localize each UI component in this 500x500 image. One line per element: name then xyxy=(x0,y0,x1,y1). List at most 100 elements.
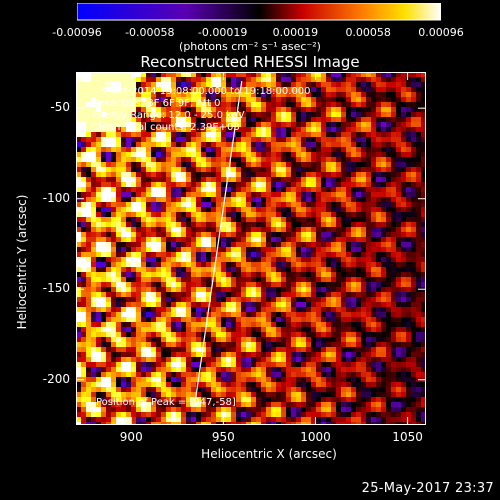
heatmap-cell xyxy=(86,332,91,337)
heatmap-cell xyxy=(166,382,171,387)
heatmap-cell xyxy=(281,112,286,117)
heatmap-cell xyxy=(261,172,266,177)
heatmap-cell xyxy=(236,137,241,142)
heatmap-cell xyxy=(296,187,301,192)
heatmap-cell xyxy=(211,252,216,257)
heatmap-cell xyxy=(111,142,116,147)
heatmap-cell xyxy=(406,382,411,387)
heatmap-cell xyxy=(161,117,166,122)
heatmap-cell xyxy=(76,92,81,97)
heatmap-cell xyxy=(356,242,361,247)
heatmap-cell xyxy=(86,407,91,412)
heatmap-cell xyxy=(311,357,316,362)
heatmap-cell xyxy=(321,87,326,92)
heatmap-cell xyxy=(351,132,356,137)
heatmap-cell xyxy=(121,212,126,217)
heatmap-cell xyxy=(341,307,346,312)
heatmap-cell xyxy=(156,102,161,107)
heatmap-cell xyxy=(156,122,161,127)
heatmap-cell xyxy=(161,107,166,112)
heatmap-cell xyxy=(156,362,161,367)
heatmap-cell xyxy=(121,337,126,342)
heatmap-cell xyxy=(321,137,326,142)
heatmap-cell xyxy=(216,177,221,182)
heatmap-cell xyxy=(421,367,426,372)
heatmap-cell xyxy=(136,312,141,317)
heatmap-cell xyxy=(171,152,176,157)
heatmap-cell xyxy=(231,207,236,212)
heatmap-cell xyxy=(196,237,201,242)
heatmap-cell xyxy=(356,247,361,252)
heatmap-cell xyxy=(286,422,291,425)
heatmap-cell xyxy=(361,127,366,132)
heatmap-cell xyxy=(266,207,271,212)
heatmap-cell xyxy=(336,277,341,282)
heatmap-cell xyxy=(266,287,271,292)
heatmap-cell xyxy=(121,372,126,377)
heatmap-cell xyxy=(246,362,251,367)
heatmap-cell xyxy=(306,112,311,117)
heatmap-cell xyxy=(341,172,346,177)
heatmap-cell xyxy=(121,182,126,187)
heatmap-cell xyxy=(116,417,121,422)
heatmap-cell xyxy=(306,117,311,122)
heatmap-cell xyxy=(91,112,96,117)
heatmap-cell xyxy=(116,347,121,352)
heatmap-cell xyxy=(246,307,251,312)
heatmap-cell xyxy=(281,157,286,162)
heatmap-cell xyxy=(156,387,161,392)
heatmap-cell xyxy=(286,252,291,257)
heatmap-cell xyxy=(81,422,86,425)
heatmap-cell xyxy=(81,147,86,152)
heatmap-cell xyxy=(291,292,296,297)
heatmap-cell xyxy=(246,372,251,377)
heatmap-cell xyxy=(401,357,406,362)
heatmap-cell xyxy=(276,352,281,357)
heatmap-cell xyxy=(151,177,156,182)
heatmap-cell xyxy=(76,177,81,182)
heatmap-cell xyxy=(166,222,171,227)
heatmap-cell xyxy=(321,192,326,197)
heatmap-cell xyxy=(141,292,146,297)
heatmap-cell xyxy=(266,407,271,412)
heatmap-cell xyxy=(141,197,146,202)
heatmap-cell xyxy=(126,172,131,177)
heatmap-cell xyxy=(276,312,281,317)
heatmap-cell xyxy=(101,302,106,307)
heatmap-cell xyxy=(246,262,251,267)
heatmap-cell xyxy=(86,167,91,172)
heatmap-cell xyxy=(246,82,251,87)
heatmap-cell xyxy=(406,322,411,327)
heatmap-cell xyxy=(246,162,251,167)
heatmap-cell xyxy=(336,177,341,182)
colorbar-tick-label: 0.00096 xyxy=(418,26,464,39)
heatmap-cell xyxy=(391,302,396,307)
heatmap-cell xyxy=(226,82,231,87)
heatmap-cell xyxy=(321,102,326,107)
heatmap-cell xyxy=(396,377,401,382)
heatmap-cell xyxy=(286,102,291,107)
heatmap-cell xyxy=(201,77,206,82)
heatmap-cell xyxy=(346,82,351,87)
heatmap-cell xyxy=(291,352,296,357)
heatmap-cell xyxy=(406,162,411,167)
heatmap-cell xyxy=(351,222,356,227)
heatmap-cell xyxy=(281,402,286,407)
heatmap-cell xyxy=(316,222,321,227)
heatmap-cell xyxy=(196,252,201,257)
heatmap-cell xyxy=(201,72,206,77)
heatmap-cell xyxy=(86,127,91,132)
heatmap-cell xyxy=(246,222,251,227)
heatmap-cell xyxy=(411,327,416,332)
heatmap-cell xyxy=(111,277,116,282)
heatmap-cell xyxy=(411,402,416,407)
heatmap-cell xyxy=(396,292,401,297)
heatmap-cell xyxy=(366,267,371,272)
heatmap-cell xyxy=(141,252,146,257)
heatmap-cell xyxy=(76,297,81,302)
heatmap-cell xyxy=(316,132,321,137)
heatmap-cell xyxy=(226,347,231,352)
heatmap-cell xyxy=(306,232,311,237)
heatmap-cell xyxy=(331,267,336,272)
heatmap-cell xyxy=(96,387,101,392)
